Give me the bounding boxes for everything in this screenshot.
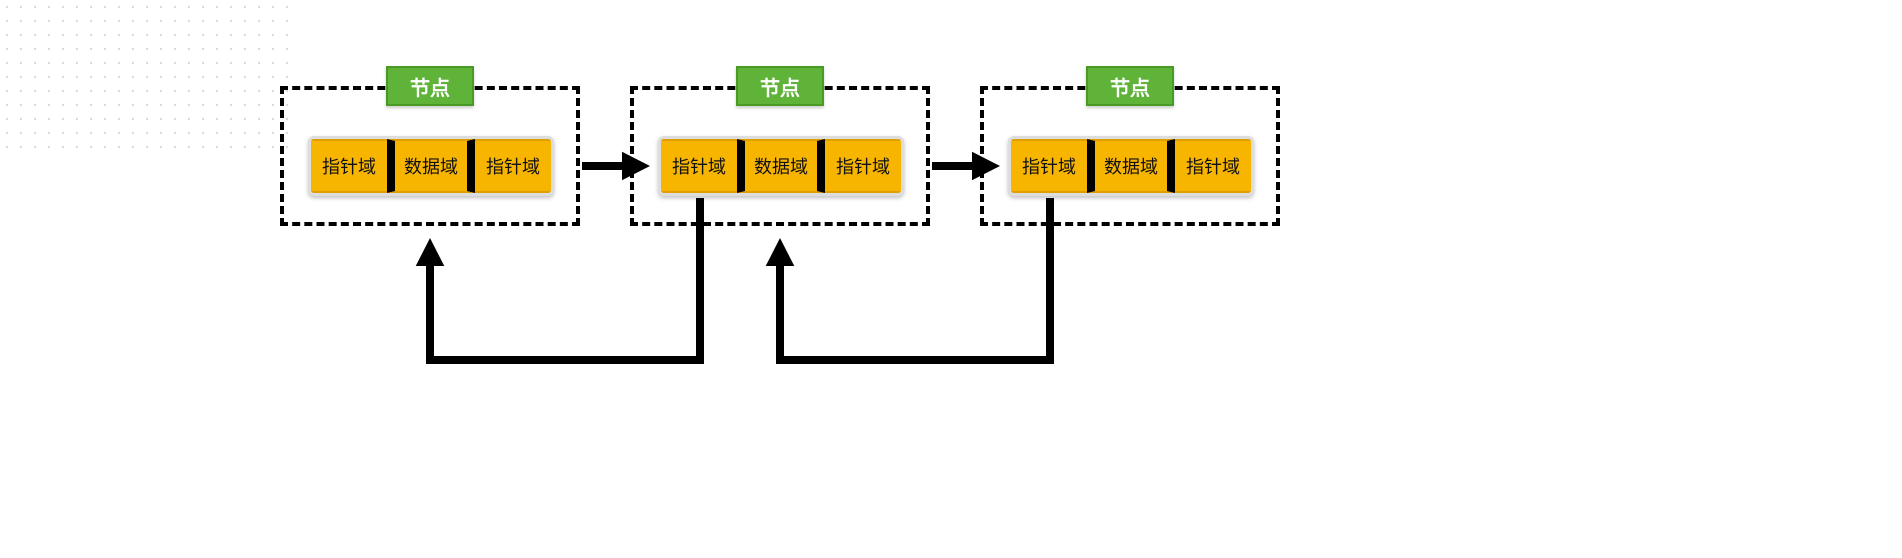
node-label-3: 节点 <box>1086 66 1174 106</box>
cell-text: 指针域 <box>1186 153 1240 179</box>
cell-text: 指针域 <box>836 153 890 179</box>
cell-text: 指针域 <box>672 153 726 179</box>
node-label-text: 节点 <box>1110 72 1150 101</box>
cell-data: 数据域 <box>387 139 475 193</box>
cell-prev-pointer: 指针域 <box>311 139 387 193</box>
cell-text: 数据域 <box>754 153 808 179</box>
node-label-1: 节点 <box>386 66 474 106</box>
cell-next-pointer: 指针域 <box>825 139 901 193</box>
cell-text: 数据域 <box>1104 153 1158 179</box>
cell-next-pointer: 指针域 <box>475 139 551 193</box>
node-label-2: 节点 <box>736 66 824 106</box>
cell-text: 指针域 <box>486 153 540 179</box>
node-cells-2: 指针域 数据域 指针域 <box>658 136 904 196</box>
cell-data: 数据域 <box>1087 139 1175 193</box>
node-cells-1: 指针域 数据域 指针域 <box>308 136 554 196</box>
node-label-text: 节点 <box>410 72 450 101</box>
cell-prev-pointer: 指针域 <box>1011 139 1087 193</box>
cell-prev-pointer: 指针域 <box>661 139 737 193</box>
cell-next-pointer: 指针域 <box>1175 139 1251 193</box>
diagram-canvas: 节点 指针域 数据域 指针域 节点 指针域 数据域 指针域 节点 指针域 数据域… <box>0 0 1902 558</box>
cell-data: 数据域 <box>737 139 825 193</box>
cell-text: 指针域 <box>1022 153 1076 179</box>
cell-text: 数据域 <box>404 153 458 179</box>
node-cells-3: 指针域 数据域 指针域 <box>1008 136 1254 196</box>
node-label-text: 节点 <box>760 72 800 101</box>
cell-text: 指针域 <box>322 153 376 179</box>
dotted-background <box>0 0 300 150</box>
